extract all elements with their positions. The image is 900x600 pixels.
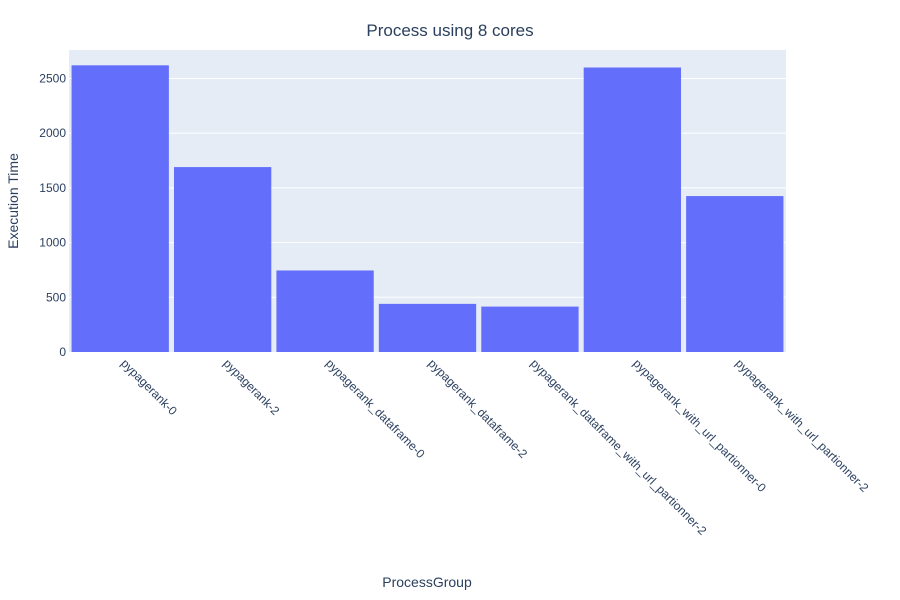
x-tick-label: pypagerank-2 <box>221 356 283 418</box>
bar-pypagerank_dataframe-2 <box>378 303 477 352</box>
x-tick-label: pypagerank_dataframe-2 <box>425 356 530 461</box>
x-axis-ticks: pypagerank-0 pypagerank-2 pypagerank_dataf… <box>118 356 871 538</box>
bar-pypagerank-0 <box>71 65 169 352</box>
bar-pypagerank-2 <box>173 167 272 352</box>
x-tick-label: pypagerank_dataframe-0 <box>323 356 428 461</box>
y-axis-label: Execution Time <box>5 153 21 249</box>
bars <box>71 65 784 352</box>
y-tick-label: 500 <box>46 290 66 304</box>
bar-pypagerank_with_url_partionner-2 <box>686 196 784 352</box>
y-tick-label: 0 <box>59 345 66 359</box>
y-tick-label: 1500 <box>39 181 66 195</box>
chart-title: Process using 8 cores <box>366 21 533 40</box>
y-tick-label: 2500 <box>39 71 66 85</box>
x-tick-label: pypagerank_dataframe_with_url_partionner… <box>528 356 710 538</box>
x-axis-label: ProcessGroup <box>382 574 472 590</box>
y-axis-ticks: 0 500 1000 1500 2000 2500 <box>39 71 66 359</box>
bar-pypagerank_dataframe_with_url_partionner-2 <box>481 306 579 352</box>
y-tick-label: 2000 <box>39 126 66 140</box>
bar-pypagerank_dataframe-0 <box>276 270 374 352</box>
x-tick-label: pypagerank-0 <box>118 356 180 418</box>
bar-pypagerank_with_url_partionner-0 <box>583 67 682 352</box>
y-tick-label: 1000 <box>39 236 66 250</box>
